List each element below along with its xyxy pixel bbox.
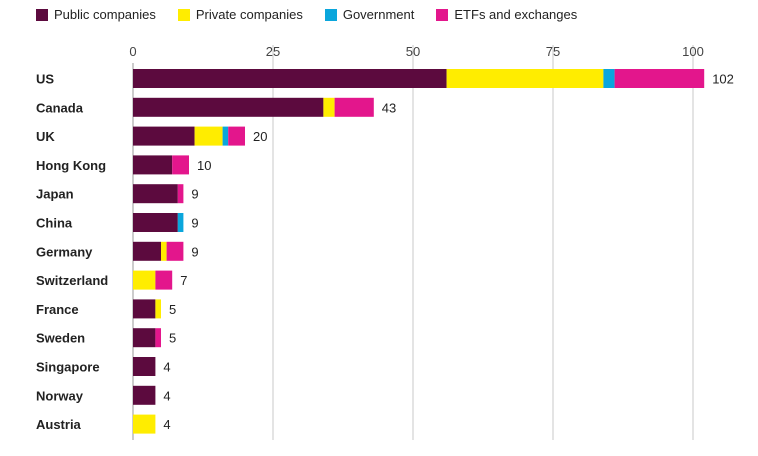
bar-segment xyxy=(614,69,705,88)
bars xyxy=(133,69,705,434)
bar-segment xyxy=(177,184,184,204)
bar-segment xyxy=(228,126,245,146)
legend-label: ETFs and exchanges xyxy=(454,7,578,22)
category-label: Norway xyxy=(36,388,84,403)
legend-item: Private companies xyxy=(177,7,303,22)
bar-segment xyxy=(446,69,604,88)
bar-segment xyxy=(155,270,173,290)
bar-segment xyxy=(334,97,374,117)
bar-segment xyxy=(194,126,223,146)
total-label: 5 xyxy=(169,331,176,346)
bar-segment xyxy=(222,126,229,146)
x-tick-label: 50 xyxy=(406,44,420,59)
category-labels: US Canada UK Hong Kong Japan China Germany Swit… xyxy=(36,72,108,433)
total-label: 9 xyxy=(191,244,198,259)
x-tick-label: 100 xyxy=(682,44,704,59)
legend-swatch xyxy=(177,8,190,21)
legend-label: Public companies xyxy=(54,7,156,22)
category-label: US xyxy=(36,72,54,87)
bar-segment xyxy=(133,155,173,175)
total-label: 9 xyxy=(191,216,198,231)
category-label: France xyxy=(36,302,79,317)
x-tick-label: 25 xyxy=(266,44,280,59)
bar-segment xyxy=(133,270,156,290)
total-label: 10 xyxy=(197,158,211,173)
bar-segment xyxy=(172,155,189,175)
legend-item: Public companies xyxy=(36,7,156,22)
legend-swatch xyxy=(324,8,337,21)
bar-segment xyxy=(133,328,156,348)
bar-segment xyxy=(323,97,335,117)
legend-label: Government xyxy=(342,7,415,22)
total-label: 4 xyxy=(163,360,170,375)
bar-segment xyxy=(133,414,156,434)
x-axis-ticks: 0 25 50 75 100 xyxy=(129,44,703,59)
bar-segment xyxy=(133,299,156,319)
bar-segment xyxy=(133,241,161,261)
category-label: Sweden xyxy=(36,331,85,346)
bar-segment xyxy=(133,69,447,88)
total-label: 7 xyxy=(180,273,187,288)
bar-segment xyxy=(603,69,615,88)
x-tick-label: 75 xyxy=(546,44,560,59)
category-label: Switzerland xyxy=(36,273,108,288)
bar-segment xyxy=(133,184,178,204)
category-label: Germany xyxy=(36,244,93,259)
legend-swatch xyxy=(36,8,48,21)
legend: Public companies Private companies Governm… xyxy=(36,7,599,22)
bar-segment xyxy=(133,126,195,146)
category-label: Singapore xyxy=(36,360,100,375)
total-label: 4 xyxy=(163,388,170,403)
total-label: 4 xyxy=(163,417,170,432)
bar-segment xyxy=(166,241,184,261)
bar-segment xyxy=(161,241,167,261)
legend-label: Private companies xyxy=(195,7,303,22)
total-label: 102 xyxy=(712,72,734,87)
category-label: China xyxy=(36,216,73,231)
total-label: 9 xyxy=(191,187,198,202)
bar-segment xyxy=(133,213,178,232)
total-label: 20 xyxy=(253,129,267,144)
legend-item: ETFs and exchanges xyxy=(436,7,577,22)
bar-segment xyxy=(155,299,161,319)
category-label: Hong Kong xyxy=(36,158,106,173)
legend-swatch xyxy=(436,8,449,21)
total-label: 43 xyxy=(382,100,396,115)
category-label: Japan xyxy=(36,187,74,202)
category-label: Austria xyxy=(36,417,82,432)
bar-segment xyxy=(133,97,324,117)
x-tick-label: 0 xyxy=(129,44,136,59)
total-label: 5 xyxy=(169,302,176,317)
bar-segment xyxy=(133,357,156,376)
category-label: UK xyxy=(36,129,55,144)
bar-segment xyxy=(155,328,161,348)
category-label: Canada xyxy=(36,100,84,115)
legend-item: Government xyxy=(324,7,415,22)
bar-segment xyxy=(177,213,184,232)
bar-segment xyxy=(133,385,156,405)
